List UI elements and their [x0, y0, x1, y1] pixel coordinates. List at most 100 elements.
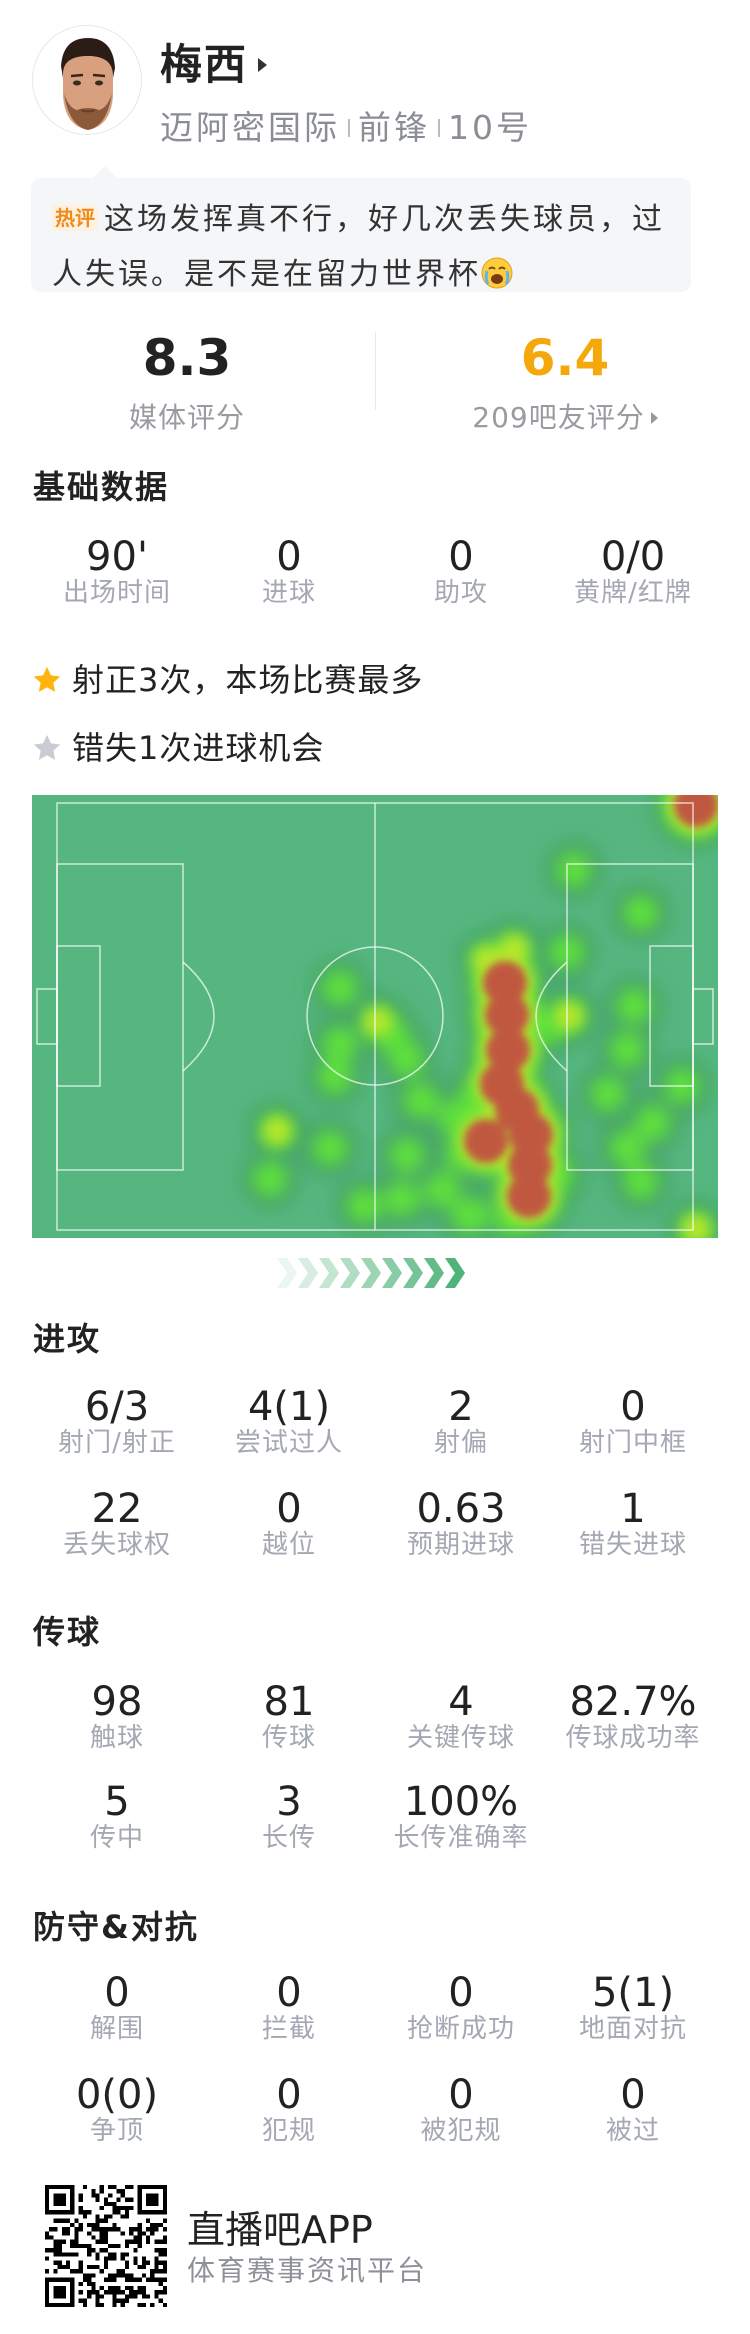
heat-spot [389, 1137, 425, 1173]
stat-cell: 0 助攻 [375, 537, 547, 609]
attack-stats-row: 6/3 射门/射正 4(1) 尝试过人 2 射偏 0 射门中框 [31, 1387, 719, 1459]
basic-stats-row: 90' 出场时间 0 进球 0 助攻 0/0 黄牌/红牌 [31, 537, 719, 609]
stat-value: 22 [91, 1486, 143, 1532]
stat-value: 81 [263, 1679, 315, 1725]
highlight-text: 射正3次，本场比赛最多 [72, 661, 424, 699]
heat-spot [486, 1028, 530, 1072]
stat-cell: 0 抢断成功 [375, 1973, 547, 2045]
left-goal [36, 988, 58, 1045]
stat-label: 进球 [261, 578, 316, 608]
media-rating: 8.3 媒体评分 [37, 330, 337, 436]
section-title-attack: 进攻 [33, 1320, 102, 1358]
divider [375, 332, 376, 410]
stat-cell: 0 被过 [547, 2075, 719, 2147]
stat-value: 0 [276, 2072, 302, 2118]
hot-comment-text: 这场发挥真不行，好几次丢失球员，过人失误。是不是在留力世界杯 [52, 202, 665, 292]
fan-rating-value: 6.4 [520, 329, 610, 387]
stat-value: 3 [276, 1779, 302, 1825]
heatmap-pitch [32, 795, 718, 1238]
stat-value: 6/3 [84, 1384, 150, 1430]
stat-value: 4 [448, 1679, 474, 1725]
heat-spot [364, 1008, 392, 1036]
brand-name: 直播吧APP [187, 2208, 373, 2252]
fan-rating[interactable]: 6.4 209吧友评分 [415, 330, 715, 436]
stat-cell: 0 进球 [203, 537, 375, 609]
heat-spot [424, 1172, 460, 1208]
chevron-right-icon [403, 1258, 423, 1288]
fan-rating-label: 209吧友评分 [472, 401, 645, 434]
heat-spot [322, 970, 358, 1006]
pitch-lines [36, 802, 714, 1231]
heat-spot [682, 1215, 710, 1238]
player-avatar[interactable] [32, 25, 142, 135]
separator [348, 119, 350, 137]
stat-label: 尝试过人 [234, 1428, 343, 1458]
passing-stats-row: 98 触球 81 传球 4 关键传球 82.7% 传球成功率 [31, 1682, 719, 1754]
player-team: 迈阿密国际 [160, 108, 340, 147]
chevron-right-icon [382, 1258, 402, 1288]
stat-label: 被犯规 [420, 2116, 502, 2146]
stat-value: 0(0) [75, 2072, 159, 2118]
stat-cell: 0 越位 [203, 1489, 375, 1561]
separator [438, 119, 440, 137]
stat-value: 0 [620, 2072, 646, 2118]
stat-cell: 5(1) 地面对抗 [547, 1973, 719, 2045]
stat-cell: 90' 出场时间 [31, 537, 203, 609]
heat-spot [451, 1198, 487, 1234]
stat-label: 地面对抗 [578, 2014, 687, 2044]
stat-value: 0.63 [416, 1486, 506, 1532]
qr-code[interactable] [45, 2185, 167, 2307]
stat-value: 1 [620, 1486, 646, 1532]
section-title-defense: 防守&对抗 [33, 1908, 199, 1946]
stat-value: 0/0 [600, 534, 666, 580]
chevron-right-icon [319, 1258, 339, 1288]
left-penalty-arc [182, 961, 215, 1072]
stat-label: 射门/射正 [58, 1428, 176, 1458]
stat-value: 0 [276, 1486, 302, 1532]
heat-spot [483, 961, 527, 1005]
defense-stats-row: 0(0) 争顶 0 犯规 0 被犯规 0 被过 [31, 2075, 719, 2147]
stat-label: 拦截 [261, 2014, 316, 2044]
stat-value: 0 [448, 1970, 474, 2016]
heat-spot [500, 935, 528, 963]
hot-comment-body: 热评 这场发挥真不行，好几次丢失球员，过人失误。是不是在留力世界杯 [52, 192, 672, 302]
stat-cell: 3 长传 [203, 1782, 375, 1854]
stat-value: 0 [104, 1970, 130, 2016]
stat-cell: 4 关键传球 [375, 1682, 547, 1754]
stat-cell: 0 拦截 [203, 1973, 375, 2045]
crying-face-icon [481, 257, 513, 289]
stat-label: 关键传球 [406, 1723, 515, 1753]
stat-label: 传球成功率 [565, 1723, 701, 1753]
stat-cell: 22 丢失球权 [31, 1489, 203, 1561]
section-title-passing: 传球 [33, 1613, 102, 1651]
attack-stats-row: 22 丢失球权 0 越位 0.63 预期进球 1 错失进球 [31, 1489, 719, 1561]
stat-label: 争顶 [89, 2116, 144, 2146]
stat-cell: 0.63 预期进球 [375, 1489, 547, 1561]
brand-slogan: 体育赛事资讯平台 [187, 2254, 428, 2287]
player-photo [33, 26, 141, 134]
stat-cell: 98 触球 [31, 1682, 203, 1754]
heat-spot [464, 1119, 508, 1163]
highlight-missed-chance: 错失1次进球机会 [32, 728, 324, 768]
stat-value: 0 [448, 2072, 474, 2118]
player-name: 梅西 [160, 40, 249, 89]
stat-value: 4(1) [247, 1384, 331, 1430]
player-name-link[interactable]: 梅西 [160, 40, 268, 90]
heat-spot [403, 1083, 439, 1119]
stat-label: 射偏 [433, 1428, 488, 1458]
hot-comment[interactable]: 热评 这场发挥真不行，好几次丢失球员，过人失误。是不是在留力世界杯 [31, 166, 691, 292]
media-rating-value: 8.3 [142, 329, 232, 387]
stat-cell: 0/0 黄牌/红牌 [547, 537, 719, 609]
caret-right-icon [258, 58, 268, 72]
heat-spot [317, 1059, 353, 1095]
chevron-right-icon [277, 1258, 297, 1288]
stat-label: 黄牌/红牌 [574, 578, 692, 608]
heat-spot [616, 988, 652, 1024]
defense-stats-row: 0 解围 0 拦截 0 抢断成功 5(1) 地面对抗 [31, 1973, 719, 2045]
attack-direction-arrows [277, 1258, 465, 1288]
highlight-shots-on-target: 射正3次，本场比赛最多 [32, 660, 423, 700]
star-gray-icon [33, 734, 61, 760]
heat-spot [609, 1032, 645, 1068]
center-circle [306, 946, 444, 1086]
chevron-right-icon [298, 1258, 318, 1288]
